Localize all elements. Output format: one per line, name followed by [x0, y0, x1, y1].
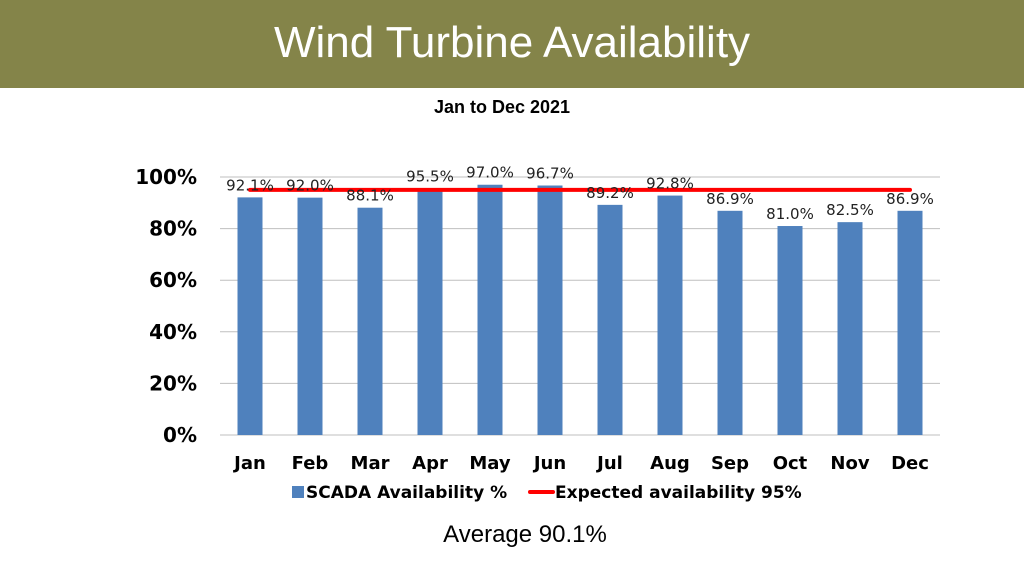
x-tick-label: Nov: [830, 453, 869, 474]
average-text: Average 90.1%: [443, 521, 607, 548]
bar: [777, 226, 803, 435]
bar: [477, 184, 503, 435]
chart-title: Jan to Dec 2021: [433, 97, 571, 117]
bar: [417, 188, 443, 435]
x-tick-label: Jul: [595, 453, 623, 474]
x-tick-label: Mar: [351, 453, 390, 474]
x-tick-label: Aug: [650, 453, 690, 474]
x-tick-label: Jan: [232, 453, 266, 474]
data-label: 86.9%: [886, 190, 934, 208]
data-label: 92.1%: [226, 176, 274, 194]
x-tick-label: Oct: [773, 453, 808, 474]
data-label: 81.0%: [766, 205, 814, 223]
y-tick-label: 100%: [135, 165, 197, 189]
bar: [237, 197, 263, 435]
legend-swatch-scada: [292, 486, 304, 498]
y-tick-label: 0%: [163, 423, 197, 447]
x-tick-label: Dec: [891, 453, 929, 474]
data-label: 97.0%: [466, 164, 514, 182]
bar: [837, 222, 863, 435]
bar: [357, 207, 383, 435]
bar: [897, 210, 923, 435]
data-label: 92.8%: [646, 175, 694, 193]
data-label: 82.5%: [826, 201, 874, 219]
x-tick-label: May: [469, 453, 511, 474]
y-tick-label: 80%: [149, 217, 197, 241]
bar: [297, 197, 323, 435]
data-label: 89.2%: [586, 184, 634, 202]
x-tick-label: Sep: [711, 453, 749, 474]
bar: [537, 185, 563, 435]
legend-label-scada: SCADA Availability %: [306, 483, 507, 503]
bar: [717, 210, 743, 435]
data-label: 95.5%: [406, 168, 454, 186]
data-label: 88.1%: [346, 187, 394, 205]
bar: [597, 204, 623, 435]
x-tick-label: Apr: [412, 453, 448, 474]
bar: [657, 195, 683, 435]
data-label: 92.0%: [286, 177, 334, 195]
y-tick-label: 20%: [149, 371, 197, 395]
x-tick-label: Feb: [292, 453, 329, 474]
data-label: 86.9%: [706, 190, 754, 208]
y-tick-label: 60%: [149, 268, 197, 292]
legend-label-expected: Expected availability 95%: [555, 483, 802, 503]
x-tick-label: Jun: [532, 453, 566, 474]
data-label: 96.7%: [526, 165, 574, 183]
slide-title: Wind Turbine Availability: [273, 18, 751, 67]
y-tick-label: 40%: [149, 320, 197, 344]
title-bar: Wind Turbine Availability: [0, 0, 1024, 88]
